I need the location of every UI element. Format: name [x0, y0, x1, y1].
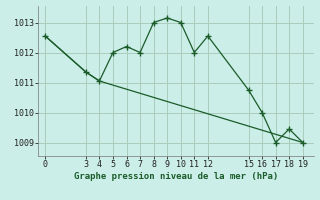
X-axis label: Graphe pression niveau de la mer (hPa): Graphe pression niveau de la mer (hPa) — [74, 172, 278, 181]
